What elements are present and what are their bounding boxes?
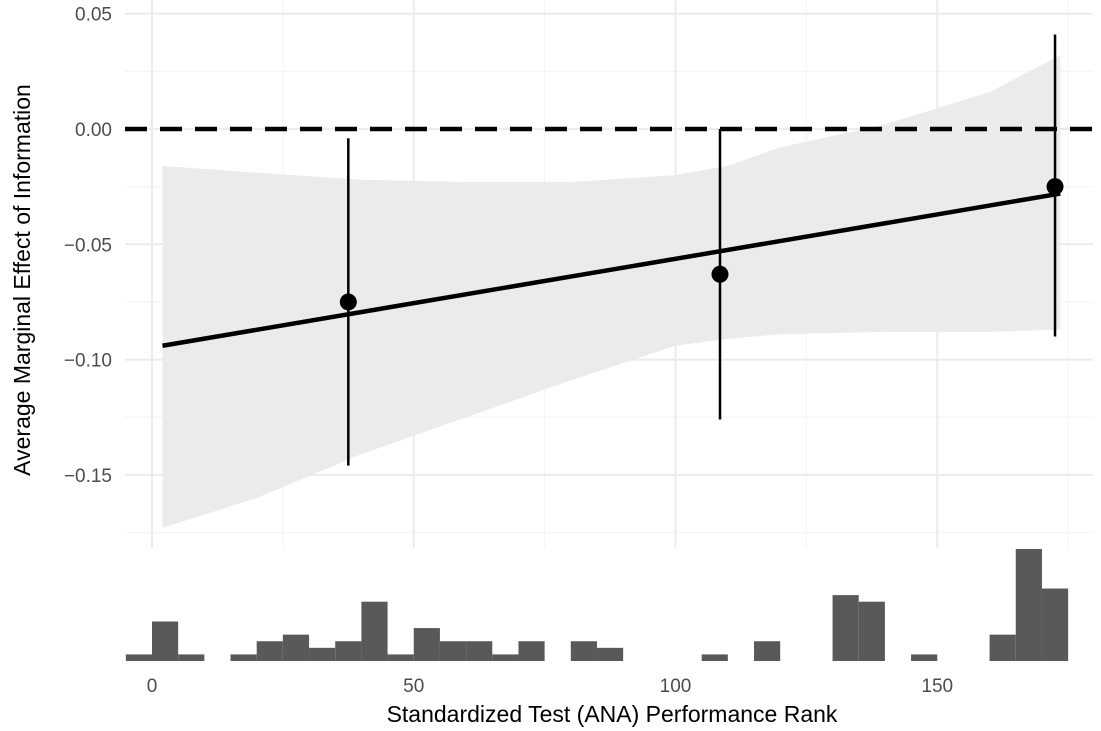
y-tick-label: 0.00 xyxy=(75,120,112,141)
histogram-bar xyxy=(387,654,414,661)
histogram-bar xyxy=(361,601,388,661)
x-tick-label: 0 xyxy=(147,676,158,697)
histogram-bar xyxy=(256,641,283,661)
histogram-bar xyxy=(282,634,310,661)
histogram-bar xyxy=(125,654,152,661)
histogram-bar xyxy=(335,641,362,661)
x-axis-title: Standardized Test (ANA) Performance Rank xyxy=(387,701,838,727)
y-axis-title: Average Marginal Effect of Information xyxy=(9,84,35,476)
histogram-bar xyxy=(230,654,257,661)
y-tick-label: −0.15 xyxy=(64,466,112,487)
histogram-bar xyxy=(1041,588,1069,661)
histogram-bar xyxy=(309,647,336,661)
data-points xyxy=(339,178,1064,311)
histogram-bar xyxy=(178,654,205,661)
y-tick-label: 0.05 xyxy=(75,5,112,26)
y-axis-ticks: 0.05 0.00 −0.05 −0.10 −0.15 xyxy=(64,5,112,487)
x-tick-label: 50 xyxy=(403,676,424,697)
histogram-bar xyxy=(754,641,781,661)
y-tick-label: −0.10 xyxy=(64,351,112,372)
histogram-bar xyxy=(701,654,728,661)
data-point xyxy=(339,293,357,311)
data-point xyxy=(1046,178,1064,196)
histogram-bar xyxy=(439,641,467,661)
histogram-bar xyxy=(832,595,859,661)
confidence-band xyxy=(162,55,1061,528)
x-tick-label: 150 xyxy=(921,676,953,697)
histogram-bar xyxy=(466,641,493,661)
histogram-bar xyxy=(911,654,938,661)
histogram-bar xyxy=(570,641,597,661)
data-point xyxy=(711,265,729,283)
histogram-bar xyxy=(518,641,545,661)
histogram-bar xyxy=(1015,549,1042,661)
regression-line xyxy=(162,191,1061,348)
histogram xyxy=(125,549,1069,661)
histogram-bar xyxy=(858,601,885,661)
histogram-bar xyxy=(989,634,1016,661)
y-tick-label: −0.05 xyxy=(64,235,112,256)
histogram-bar xyxy=(413,628,440,661)
histogram-bar xyxy=(492,654,519,661)
histogram-bar xyxy=(152,621,179,661)
x-axis-ticks: 0 50 100 150 xyxy=(147,676,953,697)
histogram-bar xyxy=(596,647,624,661)
x-tick-label: 100 xyxy=(660,676,692,697)
